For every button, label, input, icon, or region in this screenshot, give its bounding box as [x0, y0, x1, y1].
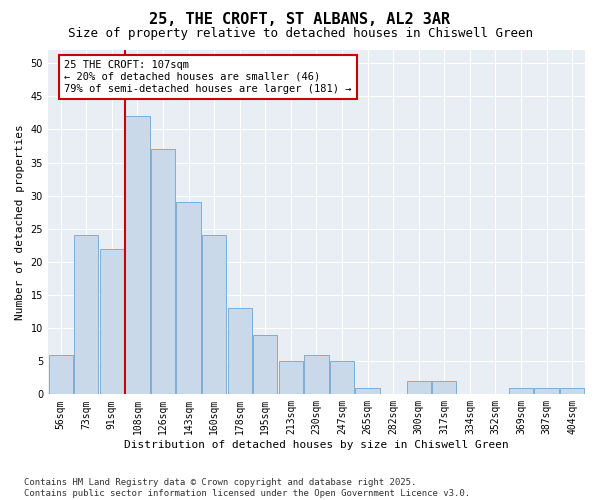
Bar	[74, 236, 98, 394]
Bar	[125, 116, 149, 394]
Bar	[202, 236, 226, 394]
Bar	[432, 381, 457, 394]
Bar	[509, 388, 533, 394]
Bar	[176, 202, 201, 394]
Bar	[407, 381, 431, 394]
Bar	[279, 361, 303, 394]
Text: 25 THE CROFT: 107sqm
← 20% of detached houses are smaller (46)
79% of semi-detac: 25 THE CROFT: 107sqm ← 20% of detached h…	[64, 60, 352, 94]
Bar	[330, 361, 354, 394]
Bar	[304, 354, 329, 395]
Text: 25, THE CROFT, ST ALBANS, AL2 3AR: 25, THE CROFT, ST ALBANS, AL2 3AR	[149, 12, 451, 28]
Bar	[49, 354, 73, 395]
Text: Size of property relative to detached houses in Chiswell Green: Size of property relative to detached ho…	[67, 28, 533, 40]
Bar	[227, 308, 252, 394]
Bar	[355, 388, 380, 394]
X-axis label: Distribution of detached houses by size in Chiswell Green: Distribution of detached houses by size …	[124, 440, 509, 450]
Text: Contains HM Land Registry data © Crown copyright and database right 2025.
Contai: Contains HM Land Registry data © Crown c…	[24, 478, 470, 498]
Bar	[535, 388, 559, 394]
Y-axis label: Number of detached properties: Number of detached properties	[15, 124, 25, 320]
Bar	[151, 150, 175, 394]
Bar	[253, 334, 277, 394]
Bar	[100, 248, 124, 394]
Bar	[560, 388, 584, 394]
